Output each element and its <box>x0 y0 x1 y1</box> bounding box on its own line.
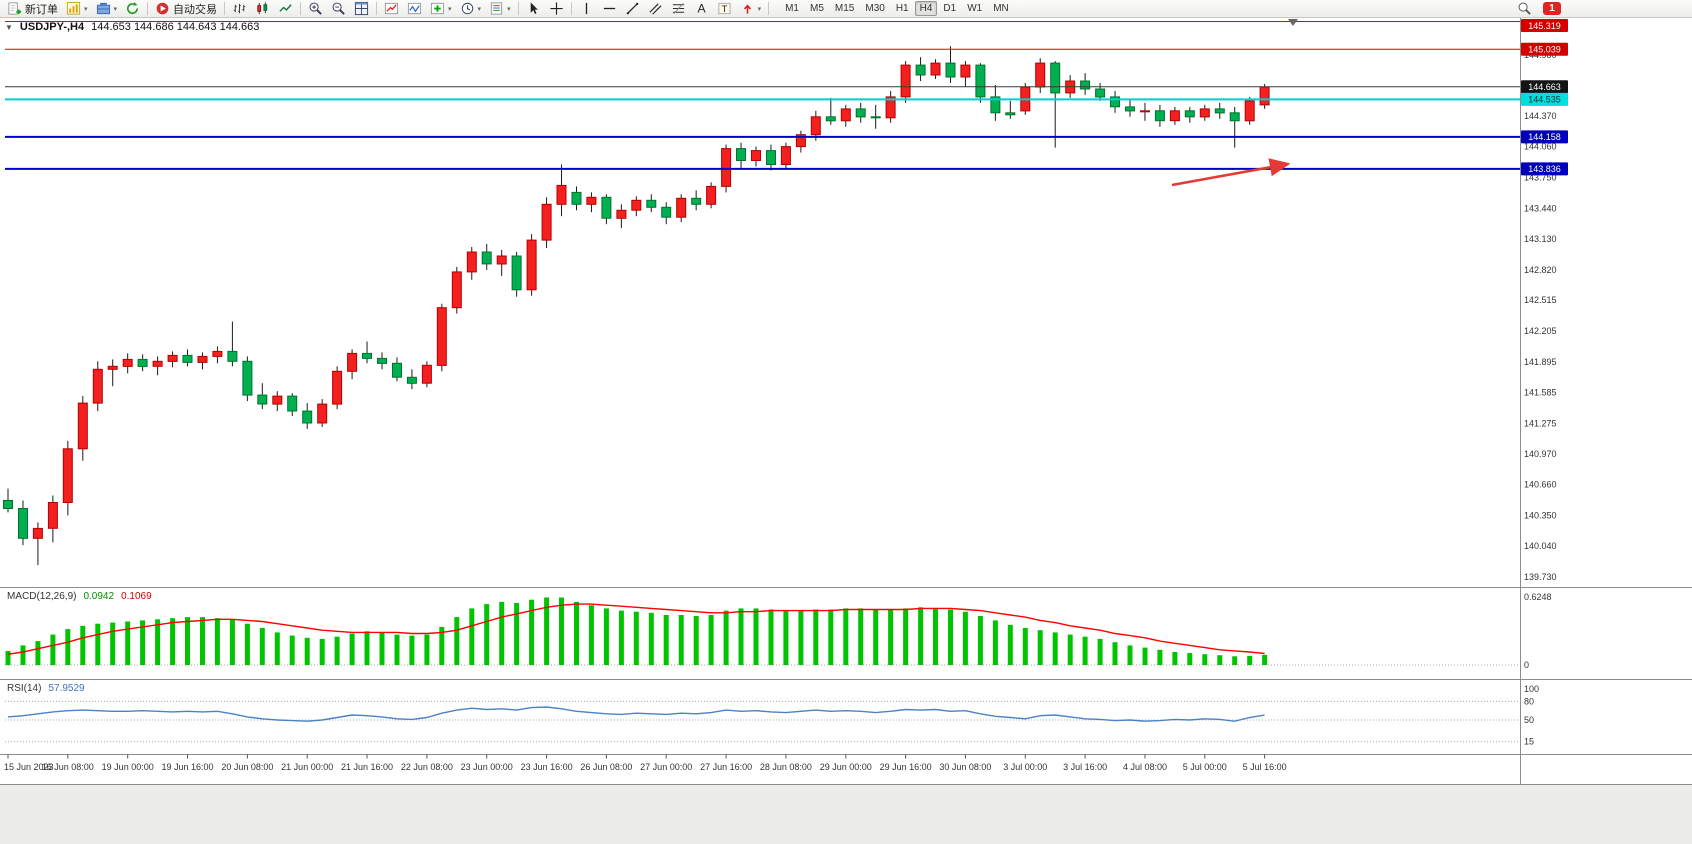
templates-button[interactable]: ▾ <box>485 1 515 17</box>
dropdown-icon: ▾ <box>507 5 511 13</box>
channel-button[interactable] <box>644 1 667 17</box>
rsi-value: 57.9529 <box>48 683 85 694</box>
crosshair-button[interactable] <box>545 1 568 17</box>
dropdown-icon: ▾ <box>757 5 762 13</box>
line-chart-button[interactable] <box>274 1 297 17</box>
tile-windows-icon <box>354 1 369 16</box>
timeframe-m1-button[interactable]: M1 <box>780 1 804 16</box>
add-indicator-icon <box>430 2 445 15</box>
timeframe-w1-button[interactable]: W1 <box>962 1 987 16</box>
svg-text:A: A <box>697 2 706 16</box>
autotrading-icon <box>156 2 169 15</box>
fibonacci-icon <box>672 3 684 14</box>
zoom-out-button[interactable] <box>327 1 350 17</box>
macd-signal-value: 0.1069 <box>121 591 152 602</box>
trendline-icon <box>626 2 638 15</box>
indicator-window-icon <box>407 2 422 15</box>
toolbar-separator <box>147 2 149 15</box>
toolbar-separator <box>376 2 378 15</box>
timeframe-m30-button[interactable]: M30 <box>860 1 889 16</box>
equidistant-channel-icon <box>649 3 662 15</box>
toolbar-separator <box>768 2 770 15</box>
refresh-button[interactable] <box>121 1 144 17</box>
cursor-button[interactable] <box>522 1 545 17</box>
new-order-label: 新订单 <box>25 3 58 16</box>
new-chart-button[interactable]: ▾ <box>62 1 92 17</box>
toolbar-separator <box>570 2 572 15</box>
text-label-tool-icon: T <box>717 2 731 15</box>
one-click-trading-toggle[interactable]: ▼ <box>5 22 13 32</box>
new-chart-icon <box>66 1 81 15</box>
new-order-button[interactable]: 新订单 <box>3 1 62 17</box>
autotrading-button[interactable]: 自动交易 <box>151 1 221 17</box>
timeframe-mn-button[interactable]: MN <box>988 1 1014 16</box>
zoom-out-icon <box>332 2 345 15</box>
rsi-name: RSI(14) <box>7 683 42 694</box>
vertical-line-icon <box>585 2 587 15</box>
template-icon <box>490 2 503 15</box>
dropdown-icon: ▾ <box>84 5 88 13</box>
zoom-in-button[interactable] <box>304 1 327 17</box>
vertical-line-button[interactable] <box>575 1 598 17</box>
toolbar-right-group: 1 <box>1513 1 1561 17</box>
bar-chart-icon <box>233 3 246 14</box>
new-order-icon <box>8 2 22 15</box>
toolbar-separator <box>300 2 302 15</box>
zoom-in-icon <box>309 2 322 15</box>
profiles-button[interactable]: ▾ <box>92 1 122 17</box>
main-toolbar: 新订单 ▾ ▾ <box>0 0 1692 18</box>
macd-name: MACD(12,26,9) <box>7 591 77 602</box>
periods-button[interactable]: ▾ <box>456 1 486 17</box>
indicators-button[interactable] <box>380 1 403 17</box>
timeframe-m15-button[interactable]: M15 <box>830 1 859 16</box>
timeframe-m5-button[interactable]: M5 <box>805 1 829 16</box>
search-icon <box>1518 2 1531 15</box>
timeframe-d1-button[interactable]: D1 <box>938 1 961 16</box>
text-button[interactable]: A <box>690 1 713 17</box>
bottom-strip <box>0 784 1692 844</box>
rsi-indicator-label: RSI(14) 57.9529 <box>7 683 85 694</box>
timeframe-h1-button[interactable]: H1 <box>891 1 914 16</box>
text-tool-icon: A <box>697 2 706 16</box>
chart-background[interactable] <box>0 18 1692 784</box>
arrows-button[interactable]: ▾ <box>736 1 766 17</box>
indicators-icon <box>384 2 399 15</box>
arrows-tool-icon <box>743 4 751 14</box>
indicator-window-button[interactable] <box>403 1 426 17</box>
dropdown-icon: ▾ <box>448 5 452 13</box>
dropdown-icon: ▾ <box>113 5 118 13</box>
timeframe-h4-button[interactable]: H4 <box>914 1 938 16</box>
timeframe-group: M1 M5 M15 M30 H1 H4 D1 W1 MN <box>780 1 1014 16</box>
autotrading-label: 自动交易 <box>173 3 218 16</box>
chart-title-ohlc: 144.653 144.686 144.643 144.663 <box>91 21 260 33</box>
horizontal-line-button[interactable] <box>598 1 621 17</box>
clock-icon <box>461 2 473 15</box>
fibonacci-button[interactable] <box>667 1 690 17</box>
chart-title: ▼ USDJPY-,H4 144.653 144.686 144.643 144… <box>5 21 259 33</box>
refresh-icon <box>127 2 139 15</box>
text-label-button[interactable]: T <box>713 1 736 17</box>
horizontal-line-icon <box>603 7 615 10</box>
search-button[interactable] <box>1513 1 1536 17</box>
chart-title-symbol: USDJPY-,H4 <box>19 21 85 33</box>
svg-text:T: T <box>721 4 727 14</box>
candlestick-chart-button[interactable] <box>251 1 274 17</box>
tile-windows-button[interactable] <box>350 1 373 17</box>
crosshair-icon <box>549 2 563 15</box>
bar-chart-button[interactable] <box>228 1 251 17</box>
toolbar-separator <box>517 2 519 15</box>
profiles-icon <box>96 2 110 15</box>
macd-main-value: 0.0942 <box>83 591 115 602</box>
line-chart-icon <box>279 4 292 12</box>
candlestick-chart-icon <box>257 2 268 15</box>
toolbar-separator <box>224 2 226 15</box>
macd-indicator-label: MACD(12,26,9) 0.0942 0.1069 <box>7 591 152 602</box>
dropdown-icon: ▾ <box>477 5 482 13</box>
trendline-button[interactable] <box>621 1 644 17</box>
cursor-icon <box>530 2 538 14</box>
add-indicator-button[interactable]: ▾ <box>426 1 456 17</box>
notification-badge[interactable]: 1 <box>1543 2 1561 15</box>
